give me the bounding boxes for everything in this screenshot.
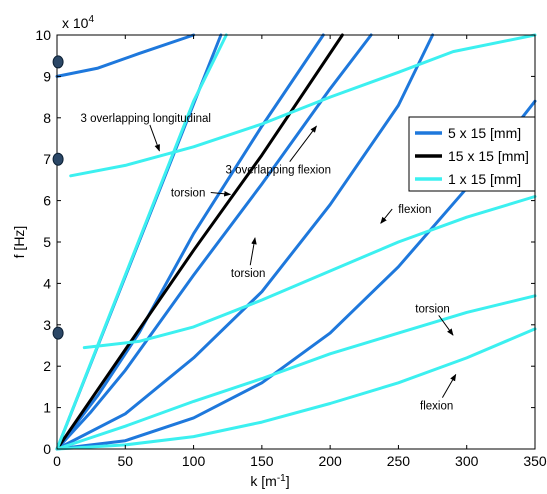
annotation-1: torsion <box>171 187 232 199</box>
annotation-arrow <box>441 373 457 398</box>
marker-dot <box>52 326 64 340</box>
x-tick-label: 300 <box>455 453 479 469</box>
annotation-text: 3 overlapping longitudinal <box>81 113 211 125</box>
y-multiplier: x 104 <box>62 14 94 31</box>
y-tick-label: 4 <box>43 275 51 291</box>
plot-frame <box>56 34 536 450</box>
annotation-text: torsion <box>415 303 450 315</box>
annotation-0: 3 overlapping longitudinal <box>81 113 211 152</box>
x-tick-label: 100 <box>182 453 206 469</box>
annotation-6: flexion <box>420 373 457 413</box>
annotation-text: 3 overlapping flexion <box>225 165 331 177</box>
annotation-arrow <box>149 124 160 152</box>
y-tick-label: 2 <box>43 358 51 374</box>
legend-label-2: 1 x 15 [mm] <box>448 171 521 187</box>
annotation-text: flexion <box>420 401 453 413</box>
curve-7 <box>55 33 228 451</box>
annotation-arrow <box>438 315 454 336</box>
plot-markers <box>52 55 64 340</box>
curve-6 <box>55 33 344 451</box>
annotation-5: torsion <box>415 303 454 336</box>
curve-1 <box>55 33 196 78</box>
plot-curves <box>55 33 537 451</box>
y-tick-label: 3 <box>43 317 51 333</box>
curve-4 <box>55 33 435 451</box>
y-tick-label: 6 <box>43 193 51 209</box>
curve-9 <box>82 195 537 350</box>
y-tick-label: 9 <box>43 68 51 84</box>
y-tick-label: 10 <box>35 27 51 43</box>
legend-label-1: 15 x 15 [mm] <box>448 148 529 164</box>
x-tick-label: 250 <box>387 453 411 469</box>
marker-dot <box>52 55 64 69</box>
x-tick-label: 50 <box>117 453 133 469</box>
curve-11 <box>55 327 537 451</box>
annotation-2: 3 overlapping flexion <box>225 125 331 177</box>
annotation-3: torsion <box>231 237 266 280</box>
y-tick-label: 8 <box>43 110 51 126</box>
curve-3 <box>55 33 373 451</box>
annotation-4: flexion <box>380 204 431 224</box>
legend-label-0: 5 x 15 [mm] <box>448 125 521 141</box>
x-tick-label: 0 <box>53 453 61 469</box>
annotation-arrow <box>380 208 393 224</box>
y-tick-label: 1 <box>43 400 51 416</box>
curve-8 <box>69 33 537 178</box>
y-tick-label: 7 <box>43 151 51 167</box>
annotation-arrow <box>249 237 257 266</box>
x-tick-label: 350 <box>523 453 547 469</box>
y-axis-label: f [Hz] <box>11 226 27 259</box>
curve-5 <box>55 99 537 451</box>
annotation-text: torsion <box>231 268 266 280</box>
y-tick-label: 5 <box>43 234 51 250</box>
legend: 5 x 15 [mm] 15 x 15 [mm] 1 x 15 [mm] <box>408 116 536 192</box>
curve-10 <box>55 294 537 451</box>
annotation-text: torsion <box>171 187 206 199</box>
x-tick-label: 150 <box>250 453 274 469</box>
x-axis-label: k [m-1] <box>250 473 289 489</box>
annotation-arrow <box>289 125 317 162</box>
annotation-text: flexion <box>398 204 431 216</box>
y-tick-label: 0 <box>43 441 51 457</box>
x-axis-ticks: 0 50 100 150 200 250 300 350 <box>53 35 547 469</box>
curve-2 <box>55 33 325 451</box>
annotation-arrow <box>210 190 232 197</box>
x-tick-label: 200 <box>318 453 342 469</box>
marker-dot <box>52 152 64 166</box>
y-axis-ticks: 0 1 2 3 4 5 6 7 8 9 10 <box>35 27 535 457</box>
annotations: 3 overlapping longitudinal torsion 3 overl… <box>81 113 457 413</box>
